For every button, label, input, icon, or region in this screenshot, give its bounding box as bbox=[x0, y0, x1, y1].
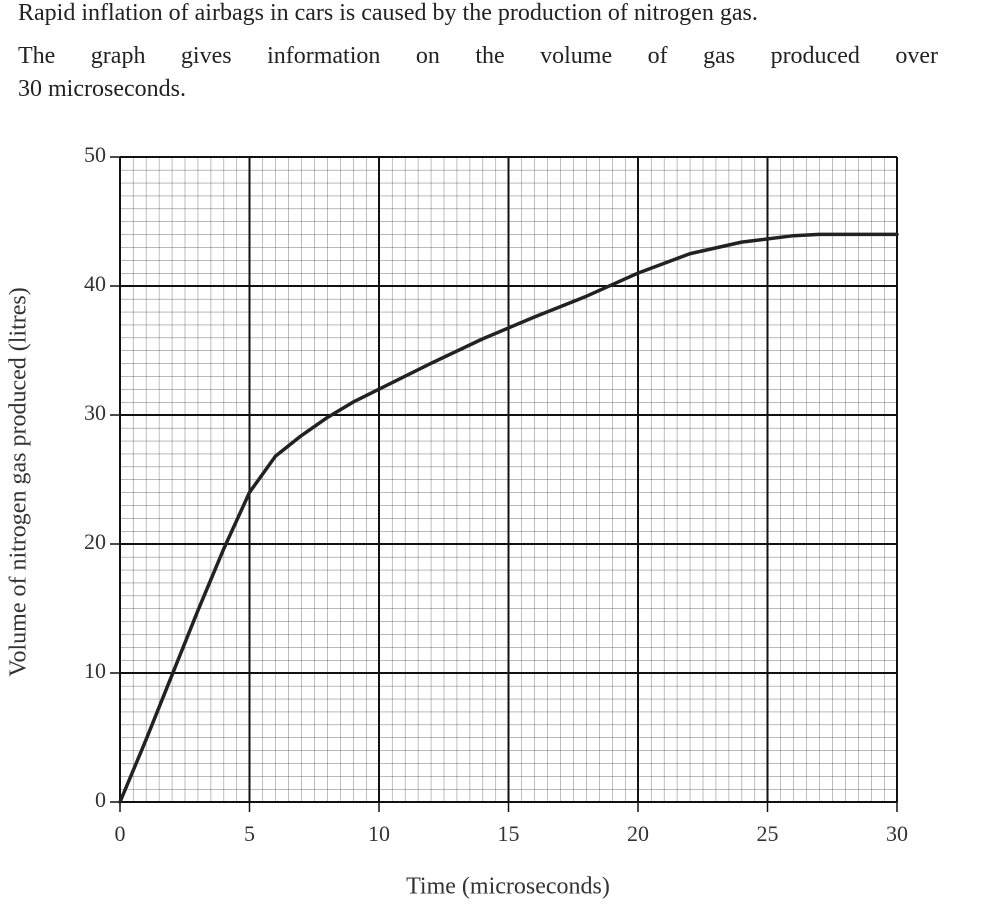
y-tick-label: 40 bbox=[84, 271, 106, 296]
y-axis-label: Volume of nitrogen gas produced (litres) bbox=[6, 287, 32, 676]
x-tick-label: 20 bbox=[627, 821, 649, 846]
x-tick-label: 15 bbox=[498, 821, 520, 846]
x-tick-label: 25 bbox=[757, 821, 779, 846]
x-tick-label: 5 bbox=[244, 821, 255, 846]
intro-text: Rapid inflation of airbags in cars is ca… bbox=[18, 0, 758, 26]
y-tick-label: 50 bbox=[84, 142, 106, 167]
y-tick-label: 0 bbox=[95, 787, 106, 812]
y-tick-label: 10 bbox=[84, 658, 106, 683]
x-tick-label: 10 bbox=[368, 821, 390, 846]
paragraph-line: 30 microseconds. bbox=[18, 76, 186, 102]
data-line bbox=[118, 232, 899, 804]
x-tick-label: 30 bbox=[886, 821, 908, 846]
y-tick-label: 20 bbox=[84, 529, 106, 554]
x-axis-label: Time (microseconds) bbox=[406, 874, 610, 900]
paragraph-line: The graph gives information on the volum… bbox=[18, 43, 938, 69]
x-tick-label: 0 bbox=[115, 821, 126, 846]
y-tick-label: 30 bbox=[84, 400, 106, 425]
